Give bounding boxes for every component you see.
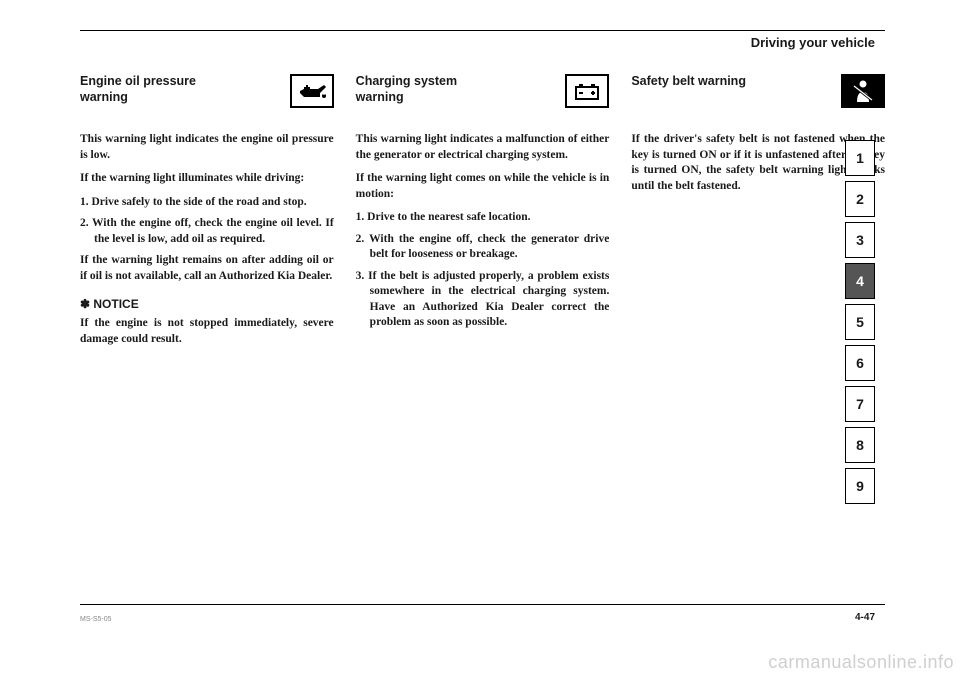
oil-can-icon (290, 74, 334, 108)
tab-1[interactable]: 1 (845, 140, 875, 176)
tab-7[interactable]: 7 (845, 386, 875, 422)
col1-p1: This warning light indicates the engine … (80, 132, 334, 163)
col2-p2: If the warning light comes on while the … (356, 171, 610, 202)
col3-heading: Safety belt warning (631, 74, 746, 90)
col2-heading-row: Charging system warning (356, 74, 610, 114)
tab-6[interactable]: 6 (845, 345, 875, 381)
notice-heading: ✽ NOTICE (80, 296, 334, 312)
tab-3[interactable]: 3 (845, 222, 875, 258)
doc-code: MS-S5-05 (80, 616, 112, 623)
col2-p1: This warning light indicates a malfuncti… (356, 132, 610, 163)
tab-2[interactable]: 2 (845, 181, 875, 217)
tab-4[interactable]: 4 (845, 263, 875, 299)
section-header: Driving your vehicle (80, 35, 885, 50)
header-rule (80, 30, 885, 31)
col1-heading-row: Engine oil pressure warning (80, 74, 334, 114)
col2-li3: 3. If the belt is adjusted properly, a p… (356, 269, 610, 331)
chapter-tabs: 1 2 3 4 5 6 7 8 9 (845, 140, 875, 504)
page-number: 4-47 (855, 612, 875, 623)
battery-icon (565, 74, 609, 108)
col3-heading-row: Safety belt warning (631, 74, 885, 114)
content-columns: Engine oil pressure warning This warning… (80, 74, 885, 347)
tab-5[interactable]: 5 (845, 304, 875, 340)
col2-li1: 1. Drive to the nearest safe location. (356, 210, 610, 226)
footer-rule (80, 604, 885, 605)
tab-8[interactable]: 8 (845, 427, 875, 463)
notice-body: If the engine is not stopped immediately… (80, 316, 334, 347)
col1-heading: Engine oil pressure warning (80, 74, 220, 105)
watermark: carmanualsonline.info (768, 652, 954, 673)
col2-heading: Charging system warning (356, 74, 496, 105)
tab-9[interactable]: 9 (845, 468, 875, 504)
col1-li1: 1. Drive safely to the side of the road … (80, 195, 334, 211)
page-container: Driving your vehicle Engine oil pressure… (80, 30, 885, 635)
column-oil-pressure: Engine oil pressure warning This warning… (80, 74, 334, 347)
col1-p3: If the warning light remains on after ad… (80, 253, 334, 284)
column-charging: Charging system warning This warning lig… (356, 74, 610, 347)
col1-p2: If the warning light illuminates while d… (80, 171, 334, 187)
col2-li2: 2. With the engine off, check the genera… (356, 232, 610, 263)
col1-li2: 2. With the engine off, check the engine… (80, 216, 334, 247)
seatbelt-icon (841, 74, 885, 108)
